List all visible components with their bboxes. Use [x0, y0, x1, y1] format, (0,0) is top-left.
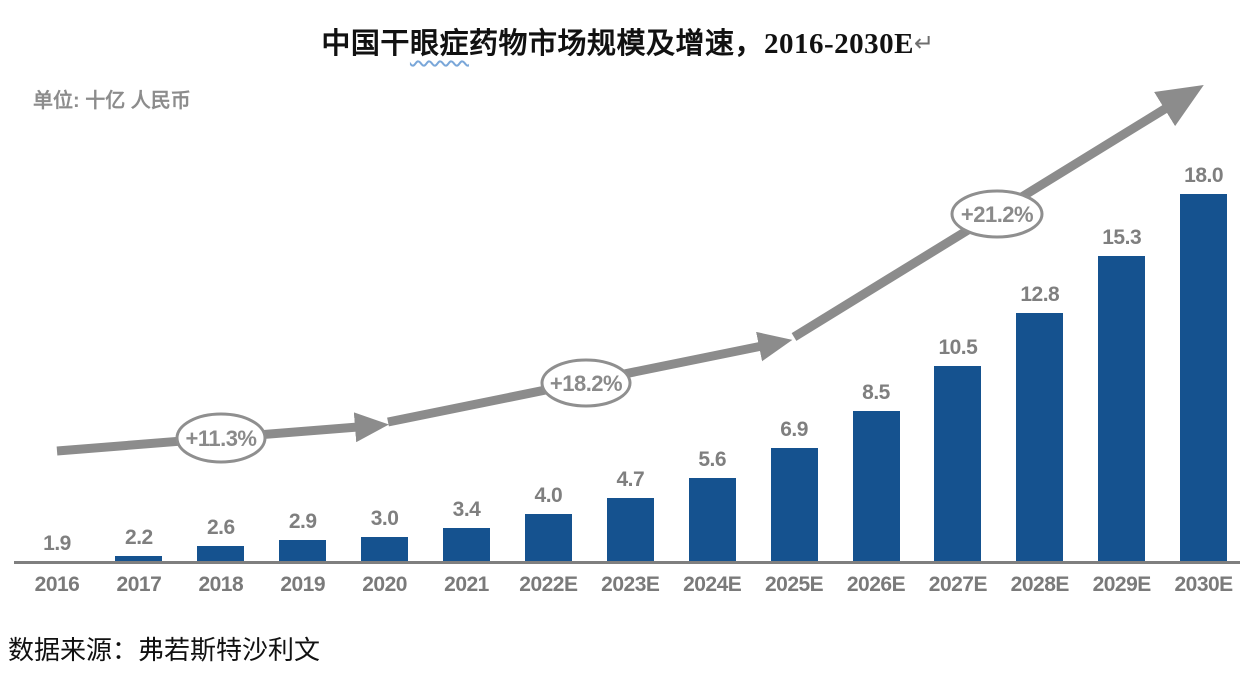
bar-value-label: 3.4: [452, 498, 481, 521]
x-axis-label: 2017: [116, 573, 162, 596]
x-axis-label: 2021: [444, 573, 489, 596]
bar-2029E: [1098, 256, 1146, 562]
chart-title: 中国干眼症药物市场规模及增速，2016-2030E↵: [0, 20, 1256, 62]
x-axis-label: 2024E: [683, 573, 742, 596]
growth-ellipse-3: [950, 189, 1044, 239]
x-axis-label: 2026E: [846, 573, 906, 596]
bar-2020: [361, 537, 409, 562]
bar-value-label: 3.0: [370, 507, 399, 530]
trend-segment-2: [387, 331, 793, 427]
bar-2017: [115, 556, 163, 562]
bar-2026E: [852, 411, 900, 562]
growth-annotation-2: +18.2%: [550, 371, 622, 396]
chart-title-part1: 中国干: [321, 28, 410, 60]
x-axis-label: 2025E: [764, 573, 824, 596]
bar-value-label: 5.6: [698, 448, 727, 471]
x-axis-label: 2019: [280, 573, 326, 596]
bar-value-label: 4.7: [616, 468, 645, 491]
paragraph-return-icon: ↵: [913, 29, 935, 57]
bar-value-label: 1.9: [43, 532, 71, 555]
x-axis-label: 2029E: [1092, 573, 1152, 596]
bar-value-label: 8.5: [862, 381, 890, 404]
bar-value-label: 18.0: [1184, 164, 1224, 187]
unit-label: 单位: 十亿 人民币: [33, 90, 191, 112]
x-axis-label: 2023E: [601, 573, 660, 596]
x-axis-label: 2030E: [1174, 573, 1233, 596]
bar-2023E: [606, 498, 654, 562]
bar-value-label: 2.2: [125, 526, 153, 549]
bar-value-label: 6.9: [780, 418, 808, 441]
growth-ellipse-1: [175, 412, 267, 464]
bar-2019: [279, 540, 327, 562]
x-axis-label: 2018: [198, 573, 244, 596]
bar-2025E: [770, 448, 818, 562]
x-axis-label: 2016: [34, 573, 80, 596]
chart-title-spellcheck-squiggle: 眼症: [409, 28, 469, 60]
bar-2022E: [524, 514, 572, 562]
data-source: 数据来源：弗若斯特沙利文: [8, 636, 321, 665]
bar-value-label: 12.8: [1020, 283, 1060, 306]
bar-2027E: [934, 366, 982, 562]
growth-ellipse-2: [540, 358, 632, 408]
growth-annotation-1: +11.3%: [185, 426, 256, 451]
x-axis-label: 2027E: [928, 573, 988, 596]
chart-title-part3: 药物市场规模及增速，2016-2030E: [468, 28, 914, 60]
bar-2018: [197, 546, 245, 562]
bar-value-label: 4.0: [534, 484, 563, 507]
bar-value-label: 2.6: [206, 516, 235, 539]
bar-value-label: 2.9: [288, 510, 317, 533]
bar-2028E: [1016, 313, 1064, 562]
bar-value-label: 10.5: [938, 336, 978, 359]
bar-2024E: [688, 478, 736, 562]
x-axis-line: [14, 561, 1240, 564]
bar-value-label: 15.3: [1102, 226, 1142, 249]
trend-segment-1: [56, 412, 389, 456]
bar-2030E: [1180, 194, 1228, 562]
x-axis-label: 2028E: [1010, 573, 1070, 596]
x-axis-label: 2020: [362, 573, 407, 596]
x-axis-label: 2022E: [519, 573, 578, 596]
bar-2021: [443, 528, 490, 562]
growth-annotation-3: +21.2%: [961, 202, 1033, 227]
